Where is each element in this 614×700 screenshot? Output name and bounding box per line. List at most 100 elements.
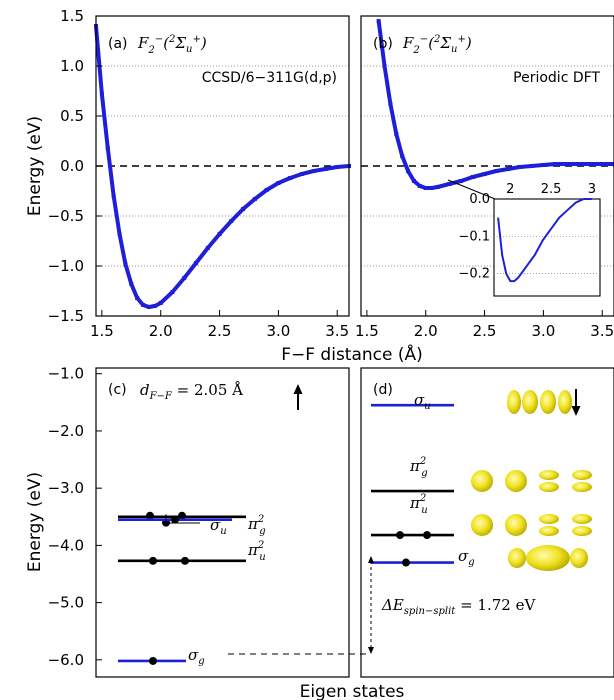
electron-dot — [171, 515, 179, 524]
panel-d-levels — [371, 403, 454, 567]
data-point — [217, 232, 222, 236]
orbital-pi-g-icons — [471, 470, 592, 492]
data-point — [482, 172, 487, 176]
panel-a-annotation: CCSD/6−311G(d,p) — [202, 70, 337, 86]
data-point — [376, 19, 381, 23]
x-tick-label: 3.0 — [531, 322, 555, 340]
energy-axis-label-top: Energy (eV) — [25, 116, 45, 216]
y-tick-label: −4.0 — [48, 536, 84, 554]
data-point — [129, 282, 134, 286]
panel-c: −1.0−2.0−3.0−4.0−5.0−6.0 (c) dF−F = 2.05… — [48, 365, 371, 678]
data-point — [158, 301, 163, 305]
data-point — [135, 296, 140, 300]
data-point — [406, 169, 411, 173]
level-d-pig-label: π2 g — [409, 456, 428, 479]
data-point — [141, 303, 146, 307]
electron-dot — [402, 558, 410, 567]
data-point — [470, 175, 475, 179]
inset-y-tick-label: −0.1 — [458, 229, 490, 244]
data-point — [276, 181, 281, 185]
data-point — [323, 167, 328, 171]
data-point — [146, 305, 151, 309]
distance-axis-label: F−F distance (Å) — [281, 343, 423, 365]
y-tick-label: 1.0 — [60, 57, 84, 75]
x-tick-label: 2.0 — [149, 322, 173, 340]
data-point — [288, 176, 293, 180]
data-point — [517, 165, 522, 169]
electron-dot — [146, 511, 154, 520]
electron-dot — [149, 656, 157, 665]
panel-b: (b) F2−(2Σu+) Periodic DFT 1.5 2.0 2.5 3.0 3… — [355, 15, 614, 340]
data-point — [152, 304, 157, 308]
series-line — [94, 25, 350, 309]
data-point — [411, 179, 416, 183]
eigen-axis-label: Eigen states — [300, 682, 405, 700]
data-point — [394, 132, 399, 136]
data-point — [553, 162, 558, 166]
orbital-pi-u-icons — [471, 514, 592, 536]
inset-series-line — [497, 198, 592, 283]
inset-frame — [493, 198, 601, 297]
panel-b-inset: 2 2.5 3 0.0−0.1−0.2 — [447, 179, 601, 297]
orbital-sigma-u-icon — [507, 390, 572, 414]
y-tick-label: −1.0 — [48, 365, 84, 383]
inset-curve — [497, 198, 592, 283]
electron-dot — [149, 556, 157, 565]
data-point — [564, 162, 569, 166]
data-point — [182, 276, 187, 280]
y-tick-label: 0.5 — [60, 107, 84, 125]
data-point — [170, 290, 175, 294]
panel-a-x-ticks: 1.5 2.0 2.5 3.0 3.5 — [90, 310, 349, 340]
inset-y-ticks: 0.0 −0.1 −0.2 — [458, 192, 490, 282]
y-tick-label: 0.0 — [60, 157, 84, 175]
data-point — [123, 262, 128, 266]
x-tick-label: 3.0 — [266, 322, 290, 340]
panel-a: (a) F2−(2Σu+) CCSD/6−311G(d,p) 1.51.00.5… — [48, 7, 351, 340]
panel-a-label: (a) — [108, 36, 128, 52]
data-point — [194, 261, 199, 265]
data-point — [252, 197, 257, 201]
panel-c-label: (c) — [108, 382, 127, 398]
panel-d-label: (d) — [373, 382, 393, 398]
electron-dot — [181, 556, 189, 565]
y-tick-label: −1.0 — [48, 257, 84, 275]
spin-down-arrow-icon — [571, 389, 581, 416]
data-point — [423, 186, 428, 190]
electron-dot — [178, 511, 186, 520]
data-point — [600, 162, 605, 166]
electron-dot — [423, 531, 431, 540]
data-point — [311, 169, 316, 173]
x-tick-label: 2.0 — [414, 322, 438, 340]
panel-a-grid — [96, 65, 349, 267]
x-tick-label: 2.5 — [208, 322, 232, 340]
y-tick-label: −5.0 — [48, 594, 84, 612]
data-point — [400, 154, 405, 158]
data-point — [335, 165, 340, 169]
inset-x-tick-label: 2.5 — [541, 182, 562, 197]
inset-pointer — [447, 179, 496, 200]
y-tick-label: −3.0 — [48, 479, 84, 497]
inset-y-tick-label: 0.0 — [469, 192, 490, 207]
x-tick-label: 3.5 — [590, 322, 614, 340]
y-tick-label: −2.0 — [48, 422, 84, 440]
data-point — [105, 146, 110, 150]
data-point — [388, 102, 393, 106]
data-point — [588, 162, 593, 166]
data-point — [494, 169, 499, 173]
data-point — [264, 188, 269, 192]
data-point — [612, 162, 614, 166]
panel-c-frame — [95, 367, 350, 678]
panel-a-curve — [94, 24, 351, 309]
panel-c-levels — [118, 511, 246, 665]
data-point — [417, 184, 422, 188]
spin-up-arrow-icon — [293, 384, 303, 410]
panel-b-frame — [360, 15, 614, 317]
x-tick-label: 3.5 — [325, 322, 349, 340]
level-c-pig-label: π2 g — [247, 514, 266, 537]
data-point — [576, 162, 581, 166]
panel-b-curve — [376, 19, 614, 190]
inset-x-tick-label: 3 — [588, 182, 596, 197]
electron-dot — [396, 531, 404, 540]
data-point — [382, 64, 387, 68]
